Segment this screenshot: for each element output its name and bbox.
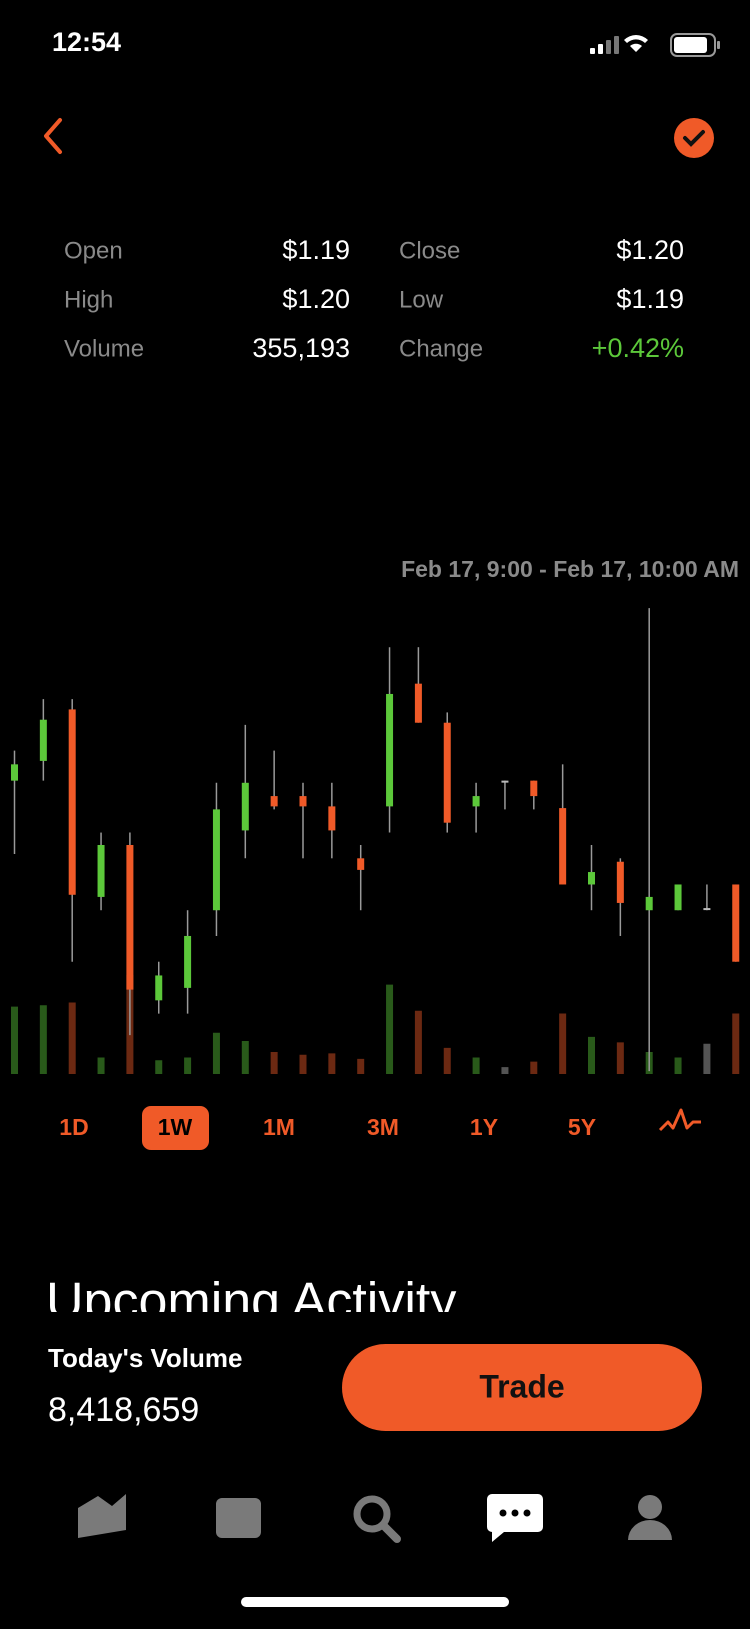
volume-bar [212,1032,220,1074]
candle-body [11,764,18,781]
candle-body [212,809,220,911]
period-selector: 1D 1W 1M 3M 1Y 5Y [59,1106,596,1150]
volume-bar [674,1057,682,1074]
volume-bar [241,1041,249,1074]
watch-button[interactable] [674,118,714,158]
candle-body [299,796,307,807]
candle-body [443,722,451,823]
stat-value: $1.20 [282,284,350,314]
volume-label: Today's Volume [48,1343,242,1373]
stat-label: Close [399,237,460,264]
tab-bar [78,1494,672,1543]
stat-value: $1.20 [616,235,684,265]
trade-label: Trade [479,1368,564,1404]
volume-bar [357,1058,365,1074]
period-button[interactable]: 1D [59,1114,88,1140]
status-icons [590,33,720,57]
candle-body [126,845,134,990]
period-button[interactable]: 1Y [470,1114,498,1140]
volume-bar [97,1057,105,1074]
chart [11,608,740,1074]
candle-body [703,908,711,911]
volume-bar [472,1057,480,1074]
candle-body [328,806,336,831]
stat-label: Open [64,237,123,264]
volume-bar [270,1052,278,1074]
stat-value: 355,193 [252,333,350,363]
candle-body [357,858,365,870]
trade-button[interactable]: Trade [342,1344,702,1431]
volume-bar [616,1042,624,1074]
candle-body [501,780,509,783]
volume-bar [386,984,394,1074]
candle-body [97,845,105,897]
candle-body [645,896,653,911]
period-button[interactable]: 3M [367,1114,399,1140]
volume-bar [299,1054,307,1074]
volume-bar [559,1013,567,1074]
candle-body [732,884,740,962]
period-highlight [142,1106,209,1150]
stat-value: +0.42% [592,333,684,363]
volume-bar [530,1061,538,1074]
stat-value: $1.19 [616,284,684,314]
home-indicator [241,1597,509,1607]
chart-range: Feb 17, 9:00 - Feb 17, 10:00 AM [401,556,739,582]
back-button[interactable] [44,118,62,154]
candle-body [155,975,163,1001]
status-time: 12:54 [52,27,121,57]
period-button[interactable]: 1M [263,1114,295,1140]
volume-bar [11,1006,18,1074]
volume-bar [732,1013,740,1074]
section-heading: Upcoming Activity [46,1273,456,1331]
candle-body [588,872,595,885]
candle-body [559,808,567,885]
candle-body [472,796,480,807]
tab-profile[interactable] [628,1495,672,1540]
candle-body [414,683,422,723]
tab-search[interactable] [353,1495,401,1543]
volume-bar [68,1002,76,1074]
tab-wallet[interactable] [216,1498,261,1538]
stat-label: High [64,286,113,313]
volume-bar [39,1005,47,1074]
candle-body [616,861,624,903]
candle-body [39,719,47,761]
stat-label: Low [399,286,444,313]
tab-chat[interactable] [487,1494,543,1542]
stat-label: Volume [64,335,144,362]
candle-body [184,935,192,988]
volume-bar [155,1060,163,1074]
chart-style-toggle[interactable] [658,1108,701,1132]
tab-markets[interactable] [78,1494,126,1538]
volume-bar [501,1067,509,1074]
stat-label: Change [399,335,483,362]
candle-body [270,796,278,807]
volume-bar [703,1043,711,1074]
candle-body [68,709,76,895]
volume-value: 8,418,659 [48,1391,199,1429]
volume-bar [443,1047,451,1074]
volume-bar [588,1036,595,1074]
volume-bar [414,1010,422,1074]
stats-table: Open $1.19 Close $1.20 High $1.20 Low $1.19 Volu… [64,235,684,363]
volume-bar [328,1053,336,1074]
candle-body [386,693,394,807]
stat-value: $1.19 [282,235,350,265]
candle-body [674,884,682,911]
period-button[interactable]: 1W [158,1114,193,1140]
volume-bar [184,1057,192,1074]
period-button[interactable]: 5Y [568,1114,596,1140]
candle-body [530,780,538,797]
candle-body [241,782,249,831]
